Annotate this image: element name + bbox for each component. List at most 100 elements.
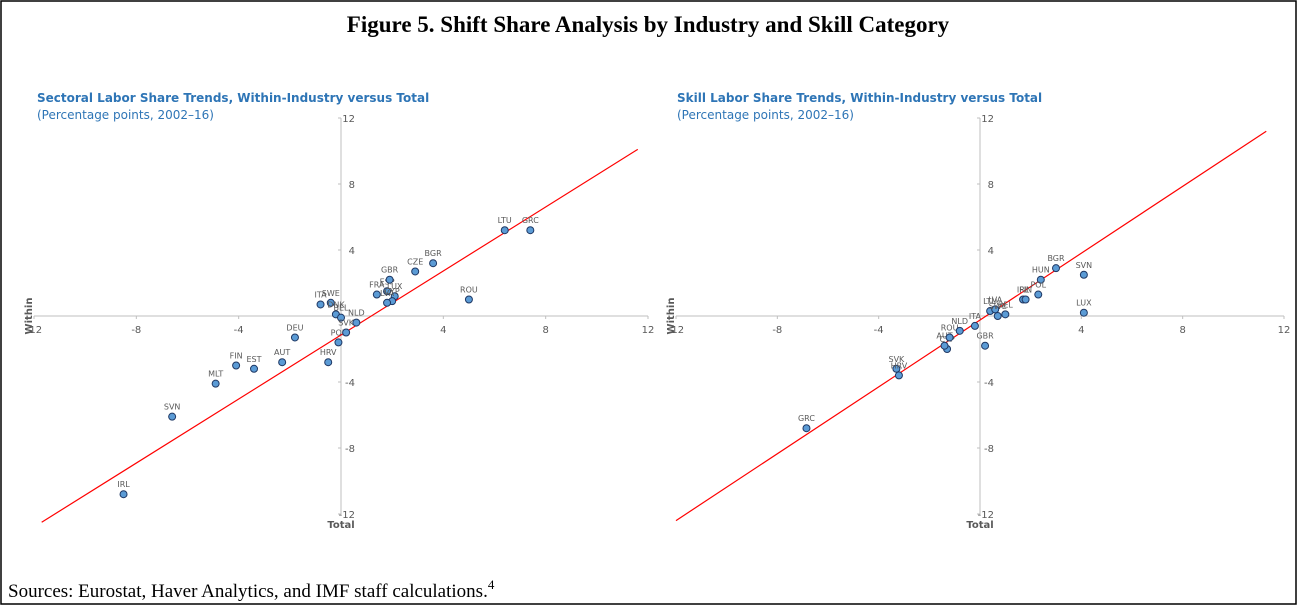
point-label: BGR	[1047, 254, 1065, 263]
y-tick-label: -12	[978, 510, 994, 521]
point	[411, 267, 420, 276]
point-label: LUX	[387, 282, 403, 291]
point	[802, 424, 811, 433]
point-label: IRL	[1017, 286, 1030, 295]
point-label: DNK	[327, 300, 345, 309]
point	[324, 358, 333, 367]
source: Sources: Eurostat, Haver Analytics, and …	[8, 577, 495, 602]
point-label: SVK	[889, 355, 906, 364]
x-tick-label: 12	[1278, 325, 1291, 336]
point	[250, 364, 259, 373]
point-label: LVA	[988, 295, 1003, 304]
point	[385, 275, 394, 284]
x-axis-label: Total	[966, 520, 993, 531]
point-label: AUT	[274, 348, 290, 357]
point-label: FRA	[369, 281, 385, 290]
point-label: BEL	[334, 304, 350, 313]
point-label: AUT	[936, 332, 952, 341]
point	[991, 305, 1000, 314]
y-tick-label: -8	[345, 444, 355, 455]
y-tick-label: 12	[342, 114, 355, 125]
point	[211, 379, 220, 388]
point	[500, 226, 509, 235]
point-label: GBR	[381, 266, 399, 275]
y-tick-label: 8	[988, 180, 994, 191]
point	[464, 295, 473, 304]
y-tick-label: -4	[984, 378, 994, 389]
point-label: SVN	[1076, 261, 1093, 270]
point	[1052, 264, 1060, 273]
point	[1034, 290, 1043, 299]
point	[940, 341, 949, 350]
chart-title: Sectoral Labor Share Trends, Within-Indu…	[37, 91, 429, 105]
point	[993, 312, 1002, 320]
point	[1036, 275, 1045, 284]
point-label: ROU	[460, 286, 478, 295]
point	[342, 328, 351, 337]
point-label: ROU	[941, 323, 959, 332]
x-tick-label: 8	[1179, 325, 1185, 336]
y-tick-label: 4	[349, 246, 355, 257]
point	[894, 371, 903, 380]
point-label: GRC	[798, 414, 815, 423]
x-axis-label: Total	[327, 520, 354, 531]
point	[334, 338, 343, 347]
point	[168, 412, 177, 421]
point-label: DEU	[286, 323, 303, 332]
y-axis-label: Within	[24, 298, 35, 335]
point	[337, 313, 345, 322]
x-tick-label: 12	[642, 325, 655, 336]
point	[1079, 308, 1088, 317]
point-label: MLT	[208, 370, 223, 379]
point	[1079, 270, 1088, 279]
point	[955, 326, 964, 335]
x-tick-label: -4	[874, 325, 884, 336]
point-label: SVN	[164, 403, 181, 412]
x-tick-label: 8	[542, 325, 548, 336]
point-label: LTU	[983, 297, 997, 306]
point	[1021, 295, 1030, 304]
x-tick-label: -12	[26, 325, 42, 336]
point-label: FIN	[1019, 286, 1032, 295]
point-label: SVK	[338, 319, 355, 328]
point-label: NLD	[348, 309, 365, 318]
y-tick-label: -8	[984, 444, 994, 455]
point	[119, 490, 128, 499]
point-label: LUX	[1076, 299, 1092, 308]
point	[278, 358, 287, 367]
point-label: FIN	[230, 352, 243, 361]
point	[352, 318, 361, 327]
x-tick-label: 4	[440, 325, 446, 336]
y-tick-label: 4	[988, 246, 994, 257]
y-tick-label: 12	[981, 114, 994, 125]
point-label: CYP	[385, 287, 400, 296]
point-label: IRL	[117, 480, 130, 489]
point-label: BGR	[425, 249, 443, 258]
point	[429, 259, 438, 268]
point-label: ITA	[314, 290, 327, 299]
source-text: Sources: Eurostat, Haver Analytics, and …	[8, 581, 488, 602]
point	[526, 226, 535, 235]
source-note: 4	[488, 577, 495, 592]
point	[326, 298, 335, 307]
point-label: HRV	[320, 348, 337, 357]
point-label: POL	[1030, 281, 1046, 290]
x-tick-label: -8	[131, 325, 141, 336]
fit-line	[41, 148, 639, 523]
point-label: GRC	[522, 216, 539, 225]
chart-subtitle: (Percentage points, 2002–16)	[37, 108, 214, 122]
point-label: NLD	[951, 317, 968, 326]
point-label: POL	[331, 328, 347, 337]
y-tick-label: -4	[345, 378, 355, 389]
point	[383, 298, 392, 307]
point	[970, 321, 979, 330]
point-label: HRV	[891, 361, 908, 370]
point-label: ITA	[969, 312, 982, 321]
point-label: GBR	[976, 332, 994, 341]
y-axis-label: Within	[666, 298, 677, 335]
point	[1001, 310, 1010, 319]
point-label: EST	[247, 355, 262, 364]
point	[945, 333, 954, 342]
point-label: LVA	[380, 289, 395, 298]
